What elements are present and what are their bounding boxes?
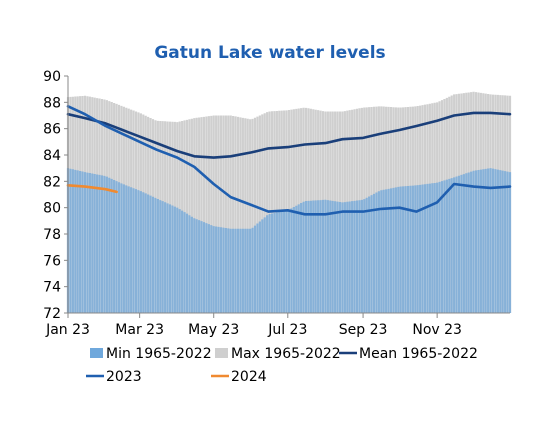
axes: 72 74 76 78 80 82 84 86 88 90 Jan 23 Mar 23 May 23 Ju… <box>43 69 510 338</box>
legend: Min 1965-2022 Max 1965-2022 Mean 1965-2022… <box>86 346 478 385</box>
legend-label: Min 1965-2022 <box>106 346 212 362</box>
series-line-2023 <box>66 105 512 216</box>
y-tick-label: 90 <box>43 69 61 85</box>
y-tick-label: 80 <box>43 201 61 217</box>
y-tick-label: 86 <box>43 122 61 138</box>
legend-label: Max 1965-2022 <box>231 346 341 362</box>
legend-label: Mean 1965-2022 <box>359 346 478 362</box>
y-tick-label: 82 <box>43 174 61 190</box>
legend-label: 2024 <box>231 369 267 385</box>
x-tick-label: Jan 23 <box>45 322 90 338</box>
y-tick-label: 74 <box>43 280 61 296</box>
x-tick-label: Nov 23 <box>412 322 462 338</box>
legend-label: 2023 <box>106 369 142 385</box>
x-tick-label: Sep 23 <box>339 322 388 338</box>
y-tick-label: 84 <box>43 148 61 164</box>
chart-title: Gatun Lake water levels <box>154 43 385 63</box>
x-tick-label: May 23 <box>188 322 239 338</box>
legend-swatch <box>90 348 103 358</box>
y-tick-label: 72 <box>43 306 61 322</box>
legend-swatch <box>215 348 228 358</box>
y-tick-label: 78 <box>43 227 61 243</box>
y-tick-label: 88 <box>43 95 61 111</box>
line-layer <box>66 105 512 216</box>
band-layer <box>66 91 512 313</box>
series-line-mean-1965-2022 <box>66 111 512 159</box>
x-tick-label: Mar 23 <box>115 322 164 338</box>
x-tick-label: Jul 23 <box>267 322 307 338</box>
series-line-2024 <box>66 184 118 194</box>
y-tick-label: 76 <box>43 253 61 269</box>
